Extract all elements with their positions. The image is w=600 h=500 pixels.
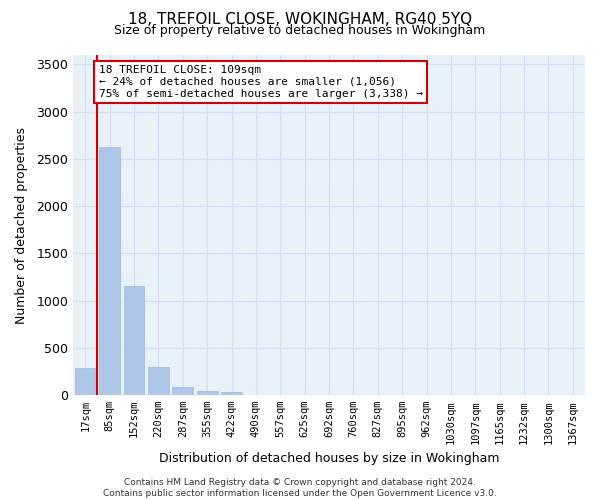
Text: 18, TREFOIL CLOSE, WOKINGHAM, RG40 5YQ: 18, TREFOIL CLOSE, WOKINGHAM, RG40 5YQ xyxy=(128,12,472,28)
Bar xyxy=(197,391,218,395)
Text: 18 TREFOIL CLOSE: 109sqm
← 24% of detached houses are smaller (1,056)
75% of sem: 18 TREFOIL CLOSE: 109sqm ← 24% of detach… xyxy=(98,66,422,98)
Bar xyxy=(75,368,95,395)
Bar xyxy=(221,392,242,395)
Bar xyxy=(99,146,120,395)
X-axis label: Distribution of detached houses by size in Wokingham: Distribution of detached houses by size … xyxy=(159,452,499,465)
Bar xyxy=(124,286,145,395)
Text: Contains HM Land Registry data © Crown copyright and database right 2024.
Contai: Contains HM Land Registry data © Crown c… xyxy=(103,478,497,498)
Y-axis label: Number of detached properties: Number of detached properties xyxy=(15,126,28,324)
Bar xyxy=(172,386,193,395)
Text: Size of property relative to detached houses in Wokingham: Size of property relative to detached ho… xyxy=(115,24,485,37)
Bar xyxy=(148,367,169,395)
